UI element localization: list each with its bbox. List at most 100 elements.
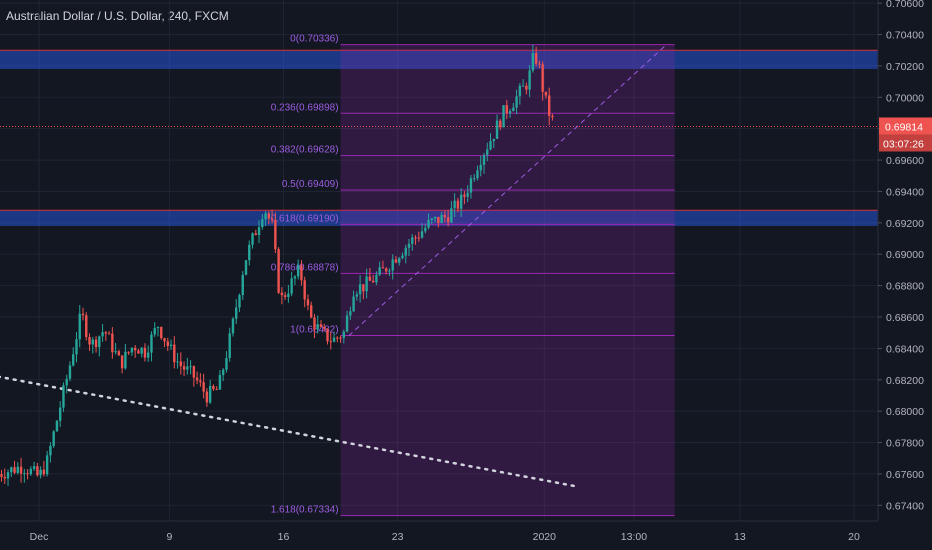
fib-level-label: 0(0.70336) [290,34,338,45]
candle-body [189,366,192,368]
candle-body [218,374,222,390]
candle-body [169,344,173,346]
candle-body [505,105,509,114]
candle-body [502,105,505,128]
candle-body [492,138,495,142]
candle-body [531,53,535,71]
candle-body [433,216,437,219]
candle-body [3,476,6,479]
price-tick-label: 0.67400 [886,500,924,512]
fib-area [340,44,675,516]
candle-body [58,407,62,421]
candle-body [65,378,68,386]
candle-body [254,233,257,236]
candle-body [482,155,486,165]
candle-body [463,194,466,197]
candle-body [270,218,274,220]
candle-body [446,217,450,223]
candle-body [371,280,375,283]
candle-body [469,178,473,193]
last-price-badge: 0.69814 03:07:26 [879,117,932,152]
candle-body [521,85,525,87]
candle-body [225,358,228,370]
candle-body [518,85,522,97]
candle-body [137,350,140,354]
candle-body [525,85,528,90]
candle-body [414,237,417,239]
candle-body [515,96,518,108]
candle-body [310,305,313,318]
candle-body [459,194,463,209]
candle-body [476,170,479,179]
candle-body [411,237,414,244]
candle-body [283,295,287,297]
candle-body [140,347,143,354]
candle-body [534,53,538,64]
candle-body [365,276,368,292]
candle-body [248,244,251,261]
price-tick-label: 0.68200 [886,375,924,387]
candle-body [160,327,163,339]
candle-body [424,227,427,232]
candle-body [456,200,460,209]
candle-body [221,369,225,375]
candle-body [486,149,489,156]
price-axis-bg [878,0,932,550]
candle-body [398,258,401,263]
candle-body [23,473,26,475]
candle-body [182,366,186,370]
fib-level-label: 0.618(0.69190) [271,213,339,224]
candle-body [186,366,189,370]
candle-body [19,466,23,474]
candle-body [332,337,336,342]
price-badge-bg [879,117,932,135]
candle-body [173,344,176,363]
candle-body [10,467,13,473]
candle-body [212,385,215,390]
candle-body [391,259,394,271]
candle-body [91,339,94,345]
candle-body [277,249,280,293]
candle-body [75,339,78,355]
fib-level-label: 0.236(0.69898) [271,102,339,113]
candle-body [378,267,381,275]
candle-body [98,336,101,348]
candle-body [72,354,75,366]
candle-body [368,276,372,281]
candle-body [437,216,440,224]
candle-body [440,214,443,224]
candle-body [16,466,20,473]
candle-body [192,366,196,378]
candle-body [235,307,238,319]
candle-body [29,468,33,475]
candle-body [202,382,205,392]
candle-body [479,164,482,171]
candle-body [319,324,323,327]
candle-body [384,268,388,272]
resistance-zone [0,50,878,70]
candle-body [143,347,147,358]
price-tick-label: 0.70400 [886,30,924,42]
candle-body [81,313,85,316]
price-tick-label: 0.68000 [886,406,924,418]
candle-body [179,361,183,367]
candle-body [329,341,332,343]
candle-body [166,341,169,346]
candle-body [104,332,108,334]
candle-body [39,469,42,476]
candle-body [228,333,231,359]
candle-body [508,111,512,114]
candle-body [290,278,293,294]
price-tick-label: 0.69600 [886,155,924,167]
candle-body [420,231,424,238]
candle-body [358,284,362,295]
candle-body [13,467,16,473]
candle-body [156,327,160,329]
candle-body [427,220,430,228]
candle-body [36,466,39,476]
candle-body [261,219,264,228]
candle-body [375,274,378,283]
candle-body [453,200,456,209]
trendlines [0,125,878,488]
